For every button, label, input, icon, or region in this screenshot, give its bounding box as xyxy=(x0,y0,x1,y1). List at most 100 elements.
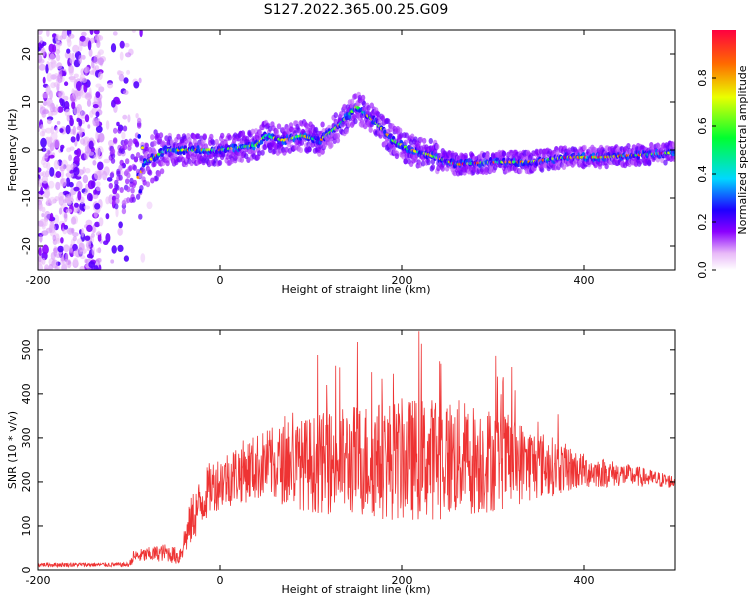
ridge-halo xyxy=(417,162,422,168)
noise-speckle xyxy=(40,137,47,148)
x-tick-label: 0 xyxy=(217,574,224,587)
noise-speckle xyxy=(68,52,72,59)
ridge-halo xyxy=(114,203,119,210)
y-tick-label: 300 xyxy=(20,427,33,448)
ridge-halo xyxy=(118,164,123,171)
noise-speckle xyxy=(72,250,79,257)
ridge-halo xyxy=(156,170,161,177)
ridge-halo xyxy=(119,187,124,193)
noise-speckle xyxy=(64,108,71,117)
ridge-halo xyxy=(133,156,139,163)
noise-speckle xyxy=(86,99,92,107)
noise-speckle xyxy=(72,232,79,237)
noise-speckle xyxy=(49,142,55,152)
ridge-halo xyxy=(150,134,155,141)
ridge-halo xyxy=(357,94,362,101)
noise-speckle xyxy=(98,49,104,55)
ridge-halo xyxy=(117,127,122,134)
noise-speckle xyxy=(56,120,61,125)
noise-speckle xyxy=(67,38,72,48)
noise-speckle xyxy=(41,92,49,99)
ridge-halo xyxy=(335,137,341,144)
ridge-halo xyxy=(141,168,146,175)
noise-speckle xyxy=(43,188,50,199)
noise-speckle xyxy=(81,227,85,238)
noise-speckle xyxy=(46,197,50,203)
ridge-halo xyxy=(211,139,216,146)
ridge-halo xyxy=(137,117,142,124)
noise-speckle xyxy=(116,121,120,127)
x-tick-label: 200 xyxy=(392,274,413,287)
ridge-halo xyxy=(113,127,118,134)
noise-speckle xyxy=(78,242,85,253)
noise-speckle xyxy=(70,216,77,225)
noise-speckle xyxy=(59,35,63,41)
ridge-halo xyxy=(361,100,367,107)
ridge-halo xyxy=(349,98,355,105)
noise-speckle xyxy=(84,167,91,174)
noise-speckle xyxy=(69,247,74,254)
ridge-halo xyxy=(110,148,116,155)
noise-speckle xyxy=(96,39,101,48)
noise-speckle xyxy=(146,201,153,210)
ridge-halo xyxy=(152,140,157,147)
noise-speckle xyxy=(90,232,95,238)
noise-speckle xyxy=(68,33,75,39)
ridge-halo xyxy=(353,118,358,125)
y-tick-label: 0 xyxy=(20,147,33,154)
noise-speckle xyxy=(105,213,110,220)
noise-speckle xyxy=(90,180,96,189)
snr-marks xyxy=(38,331,675,569)
ridge-halo xyxy=(450,152,455,159)
noise-speckle xyxy=(82,174,89,184)
ridge-halo xyxy=(126,172,131,179)
ridge-halo xyxy=(209,133,214,140)
noise-speckle xyxy=(38,126,41,132)
noise-speckle xyxy=(63,244,70,253)
noise-speckle xyxy=(45,85,51,96)
ridge-halo xyxy=(176,133,181,140)
noise-speckle xyxy=(103,158,110,164)
ridge-halo xyxy=(115,197,120,204)
snr-x-label: Height of straight line (km) xyxy=(281,583,430,596)
noise-speckle xyxy=(94,203,101,210)
ridge-halo xyxy=(410,133,415,140)
ridge-halo xyxy=(109,172,115,179)
noise-speckle xyxy=(97,258,102,263)
noise-speckle xyxy=(45,64,49,74)
noise-speckle xyxy=(48,180,55,189)
noise-speckle xyxy=(42,244,49,255)
ridge-halo xyxy=(485,153,490,160)
noise-speckle xyxy=(105,233,111,243)
ridge-halo xyxy=(131,196,136,203)
ridge-halo xyxy=(484,169,489,175)
noise-speckle xyxy=(57,245,64,253)
noise-speckle xyxy=(55,104,59,114)
spectrogram-y-ticks: -20 -10 0 10 20 xyxy=(20,47,675,255)
spectrogram-x-label: Height of straight line (km) xyxy=(281,283,430,296)
noise-speckle xyxy=(76,133,80,142)
ridge-halo xyxy=(152,161,157,167)
noise-speckle xyxy=(68,181,74,188)
ridge-halo xyxy=(114,179,119,186)
ridge-halo xyxy=(118,174,123,181)
noise-speckle xyxy=(44,264,50,270)
ridge-core xyxy=(348,114,352,119)
noise-speckle xyxy=(96,186,101,192)
ridge-halo xyxy=(138,213,143,220)
noise-speckle xyxy=(110,259,115,264)
noise-speckle xyxy=(78,54,82,65)
noise-speckle xyxy=(72,125,77,136)
y-tick-label: 10 xyxy=(20,95,33,109)
ridge-halo xyxy=(366,105,371,111)
ridge-halo xyxy=(386,118,391,125)
ridge-halo xyxy=(604,163,609,170)
ridge-halo xyxy=(122,125,128,132)
noise-speckle xyxy=(91,246,96,256)
noise-speckle xyxy=(122,114,128,120)
noise-speckle xyxy=(95,131,99,141)
noise-speckle xyxy=(59,98,63,104)
x-tick-label: 200 xyxy=(392,574,413,587)
ridge-halo xyxy=(121,208,127,215)
noise-speckle xyxy=(97,161,104,171)
